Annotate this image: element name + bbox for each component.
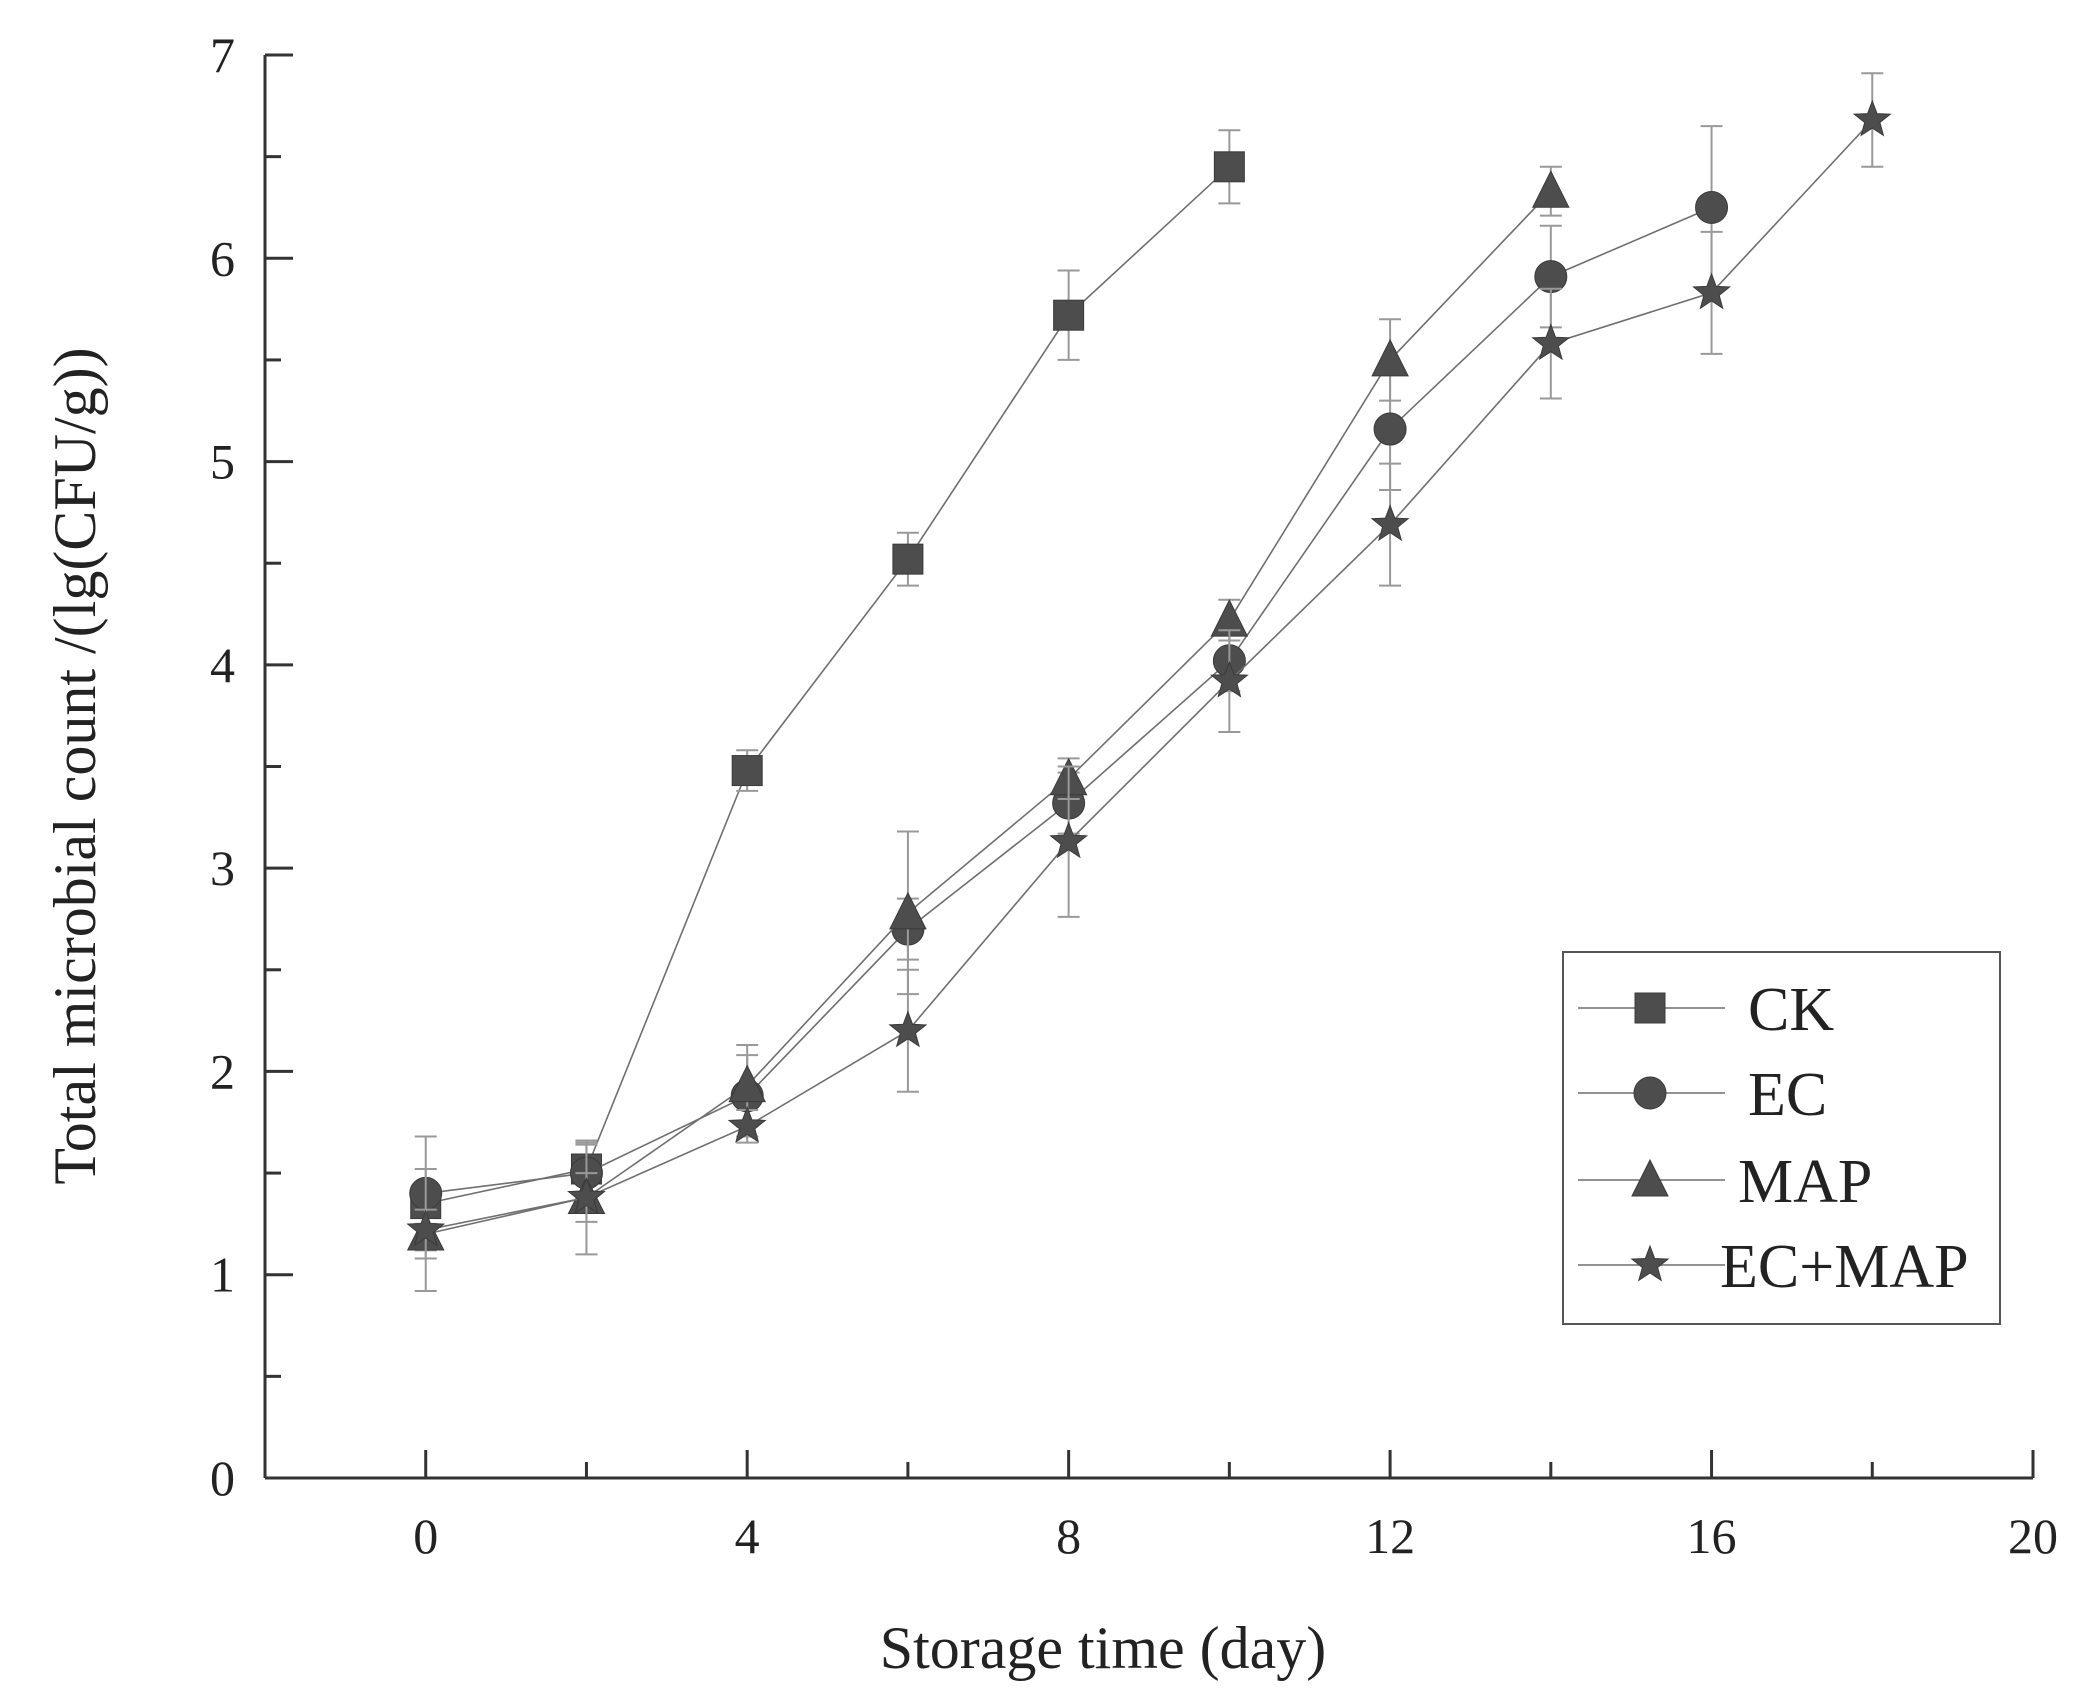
data-point-ck: [892, 543, 924, 575]
x-tick-label: 12: [1365, 1508, 1415, 1564]
y-tick-label: 1: [210, 1247, 235, 1303]
legend-marker-ec: [1633, 1076, 1667, 1110]
legend-item-ec-map: EC+MAP: [1578, 1233, 1969, 1301]
y-tick-label: 3: [210, 840, 235, 896]
legend-items: CK EC MAP EC+MAP: [1578, 976, 1969, 1301]
y-tick-label: 0: [210, 1450, 235, 1506]
data-point-ck: [1213, 151, 1245, 183]
data-point-ec-map: [1852, 99, 1892, 137]
data-point-map: [889, 891, 927, 930]
y-axis-title: Total microbial count /(lg(CFU/g)): [42, 347, 108, 1184]
series-ec-map: [406, 72, 1892, 1292]
data-point-ck: [731, 755, 763, 787]
series-line-map: [425, 190, 1552, 1235]
legend: CK EC MAP EC+MAP: [1562, 951, 2001, 1325]
x-tick-label: 20: [2008, 1508, 2058, 1564]
x-tick-label: 8: [1056, 1508, 1081, 1564]
y-tick-label: 4: [210, 637, 235, 693]
data-point-ec-map: [1209, 660, 1249, 698]
series-map: [406, 165, 1570, 1260]
legend-label-ck: CK: [1748, 976, 1834, 1044]
series-layer: [406, 72, 1892, 1292]
data-point-ec-map: [1692, 272, 1731, 310]
data-point-ck: [1053, 299, 1085, 331]
data-point-ec-map: [1049, 821, 1089, 859]
series-ck: [410, 129, 1245, 1225]
y-tick-label: 2: [210, 1043, 235, 1099]
data-point-ec-map: [406, 1209, 446, 1247]
data-point-map: [728, 1064, 766, 1103]
legend-item-ck: CK: [1578, 976, 1834, 1044]
y-tick-label: 7: [210, 27, 235, 83]
x-axis-title: Storage time (day): [880, 1615, 1327, 1681]
y-tick-label: 6: [210, 230, 235, 286]
data-point-ec-map: [1531, 323, 1571, 361]
legend-item-ec: EC: [1578, 1061, 1827, 1129]
legend-label-ec: EC: [1748, 1061, 1827, 1129]
x-ticks: 0 4 8 12 16 20: [413, 1450, 2058, 1564]
plot-area: [406, 72, 1892, 1292]
y-tick-label: 5: [210, 434, 235, 490]
data-point-ec-map: [888, 1010, 928, 1048]
legend-marker-ck: [1634, 992, 1666, 1024]
legend-label-ec-map: EC+MAP: [1720, 1233, 1969, 1301]
data-point-ec-map: [567, 1177, 606, 1214]
x-tick-label: 0: [413, 1508, 438, 1564]
data-point-map: [1532, 170, 1570, 208]
x-tick-label: 4: [735, 1508, 760, 1564]
legend-marker-ec-map: [1630, 1244, 1670, 1282]
data-point-map: [1371, 338, 1409, 377]
data-point-ec-map: [727, 1105, 767, 1143]
x-tick-label: 16: [1687, 1508, 1737, 1564]
legend-label-map: MAP: [1738, 1148, 1872, 1216]
y-ticks: 0 1 2 3 4 5 6 7: [210, 27, 293, 1506]
series-line-ck: [425, 166, 1230, 1205]
data-point-ec-map: [1370, 504, 1410, 542]
data-point-ec: [1373, 412, 1407, 446]
data-point-ec: [1695, 190, 1729, 224]
legend-item-map: MAP: [1578, 1148, 1872, 1216]
series-line-ec-map: [425, 119, 1873, 1231]
legend-marker-map: [1631, 1158, 1669, 1197]
